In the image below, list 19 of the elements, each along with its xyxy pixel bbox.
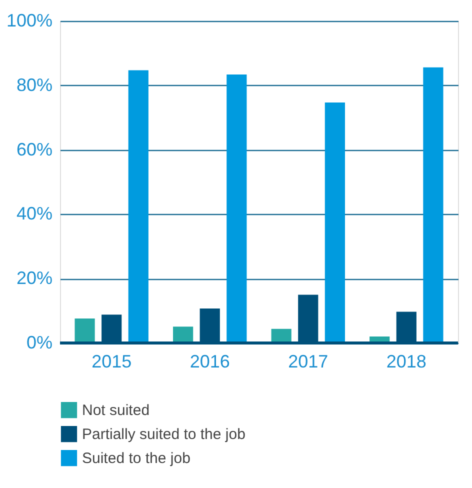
y-tick-label: 100% — [6, 10, 52, 30]
y-tick-label: 80% — [16, 74, 52, 95]
y-tick-label: 0% — [26, 332, 52, 352]
legend-label: Not suited — [82, 402, 150, 419]
x-tick-label: 2017 — [288, 352, 328, 372]
y-tick-label: 60% — [16, 139, 52, 160]
bar — [423, 67, 444, 343]
x-tick-label: 2015 — [92, 352, 132, 372]
x-tick-label: 2016 — [190, 352, 230, 372]
bar — [74, 318, 95, 343]
y-tick-label: 20% — [16, 268, 52, 288]
x-tick-label: 2018 — [386, 352, 426, 372]
bar — [324, 102, 345, 343]
legend-label: Partially suited to the job — [82, 426, 246, 443]
bar — [173, 326, 194, 343]
legend-label: Suited to the job — [82, 450, 190, 467]
bar — [128, 70, 148, 343]
y-tick-label: 40% — [16, 204, 52, 224]
bar — [226, 74, 247, 343]
